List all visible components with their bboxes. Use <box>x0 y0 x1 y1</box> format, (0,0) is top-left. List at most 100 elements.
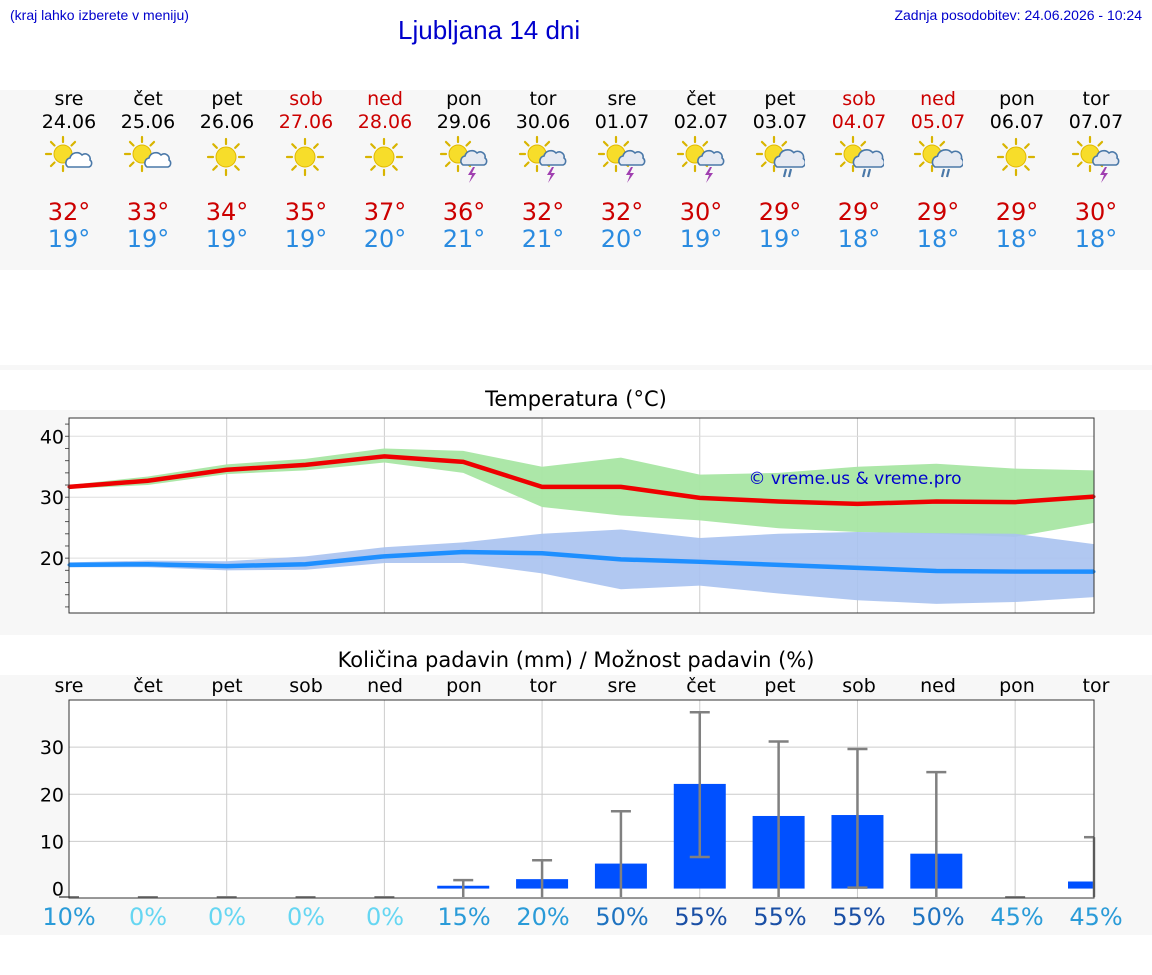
precipitation-day-label: sob <box>842 675 876 697</box>
day-name: sre <box>607 88 637 110</box>
precipitation-chance: 10% <box>42 903 96 931</box>
day-date: 29.06 <box>436 111 492 133</box>
y-tick-label: 30 <box>40 487 64 509</box>
min-temperature-point <box>619 557 623 561</box>
precipitation-day-label: tor <box>529 675 557 697</box>
min-temperature-point <box>540 551 544 555</box>
max-temperature-point <box>855 502 859 506</box>
precipitation-chance: 15% <box>437 903 491 931</box>
y-tick-label: 20 <box>40 548 64 570</box>
day-date: 24.06 <box>41 111 97 133</box>
day-date: 04.07 <box>831 111 887 133</box>
precipitation-chance: 55% <box>674 903 728 931</box>
day-name: ned <box>920 88 956 110</box>
precipitation-day-label: čet <box>133 675 163 697</box>
max-temperature-line <box>68 454 1095 507</box>
daily-forecast-panel <box>0 90 1152 270</box>
max-temperature: 36° <box>442 198 486 226</box>
page-title: Ljubljana 14 dni <box>398 15 581 45</box>
sun-icon <box>206 137 246 177</box>
sun-icon <box>285 137 325 177</box>
max-temperature: 29° <box>995 198 1039 226</box>
min-temperature: 18° <box>916 225 960 253</box>
weather-icon-cell <box>266 135 346 185</box>
min-temperature: 18° <box>995 225 1039 253</box>
plot-border <box>68 699 1095 899</box>
day-date: 27.06 <box>278 111 334 133</box>
watermark: © vreme.us & vreme.pro <box>748 469 961 489</box>
y-tick-label: 40 <box>40 426 64 448</box>
day-name: sre <box>54 88 84 110</box>
sun-storm-icon <box>597 135 646 183</box>
max-temperature-point <box>619 485 623 489</box>
max-temperature: 30° <box>1074 198 1118 226</box>
sun-cloud-icon <box>123 135 172 173</box>
weather-icon-cell <box>740 135 820 185</box>
max-temperature-point <box>304 463 308 467</box>
precipitation-day-label: čet <box>686 675 716 697</box>
precipitation-chance: 50% <box>911 903 965 931</box>
day-name: pet <box>764 88 796 110</box>
day-date: 30.06 <box>515 111 571 133</box>
precipitation-day-label: ned <box>367 675 403 697</box>
sun-rain-icon <box>755 135 805 178</box>
max-temperature: 30° <box>679 198 723 226</box>
max-temperature: 32° <box>521 198 565 226</box>
precipitation-day-label: sre <box>54 675 84 697</box>
precipitation-day-label: ned <box>920 675 956 697</box>
weather-icon-cell <box>819 135 899 185</box>
weather-icon-cell <box>898 135 978 185</box>
last-updated: Zadnja posodobitev: 24.06.2026 - 10:24 <box>894 7 1142 23</box>
max-temperature-point <box>934 499 938 503</box>
weather-icon-cell <box>345 135 425 185</box>
precipitation-chance: 55% <box>753 903 807 931</box>
max-temperature-point <box>540 485 544 489</box>
day-name: čet <box>686 88 716 110</box>
min-temperature: 19° <box>284 225 328 253</box>
precipitation-day-label: tor <box>1082 675 1110 697</box>
sun-rain-icon <box>913 135 963 178</box>
precipitation-chance: 50% <box>595 903 649 931</box>
day-name: pon <box>446 88 482 110</box>
sun-icon <box>996 137 1036 177</box>
day-date: 01.07 <box>594 111 650 133</box>
day-date: 03.07 <box>752 111 808 133</box>
max-temperature-point <box>698 496 702 500</box>
precipitation-chance: 45% <box>990 903 1044 931</box>
min-temperature-point <box>225 564 229 568</box>
max-temperature-point <box>777 499 781 503</box>
max-temperature: 29° <box>758 198 802 226</box>
precipitation-chance: 0% <box>365 903 405 931</box>
day-name: čet <box>133 88 163 110</box>
separator <box>0 365 1152 370</box>
y-tick-label: 30 <box>40 737 64 759</box>
min-temperature: 19° <box>205 225 249 253</box>
precipitation-chart-title: Količina padavin (mm) / Možnost padavin … <box>337 648 815 672</box>
max-temperature: 32° <box>47 198 91 226</box>
min-temperature-point <box>304 562 308 566</box>
max-temperature-point <box>461 460 465 464</box>
day-date: 05.07 <box>910 111 966 133</box>
min-temperature: 19° <box>679 225 723 253</box>
max-temperature: 29° <box>916 198 960 226</box>
day-name: sob <box>289 88 323 110</box>
precipitation-day-label: pon <box>446 675 482 697</box>
day-date: 26.06 <box>199 111 255 133</box>
weather-icon-cell <box>503 135 583 185</box>
min-temperature-line <box>68 549 1094 574</box>
min-temperature: 18° <box>1074 225 1118 253</box>
day-date: 02.07 <box>673 111 729 133</box>
min-temperature-point <box>855 566 859 570</box>
weather-icon-cell <box>187 135 267 185</box>
precipitation-day-label: sob <box>289 675 323 697</box>
min-temperature-point <box>382 554 386 558</box>
min-temperature: 19° <box>758 225 802 253</box>
sun-storm-icon <box>676 135 725 183</box>
min-temperature: 19° <box>126 225 170 253</box>
min-temperature: 21° <box>521 225 565 253</box>
weather-icon-cell <box>1056 135 1136 185</box>
day-name: pon <box>999 88 1035 110</box>
weather-icon-cell <box>424 135 504 185</box>
weather-icon-cell <box>29 135 109 185</box>
sun-storm-icon <box>439 135 488 183</box>
